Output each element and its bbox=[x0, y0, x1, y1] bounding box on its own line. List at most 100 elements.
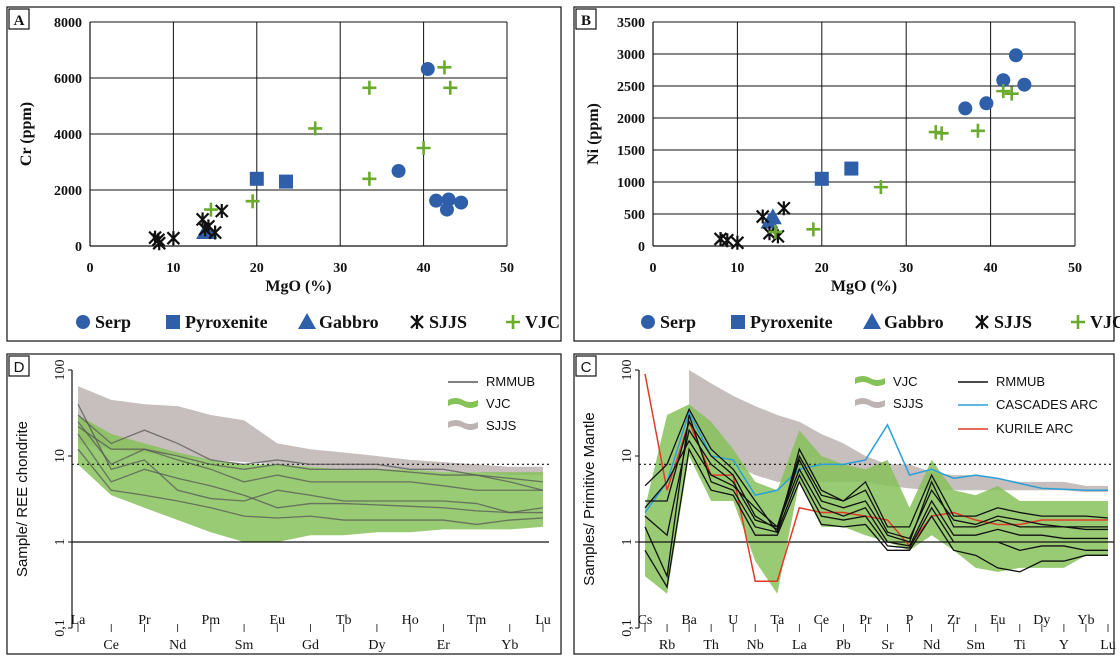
legend-marker bbox=[731, 315, 745, 329]
legend-label: VJC bbox=[893, 374, 918, 389]
x-tick-label: U bbox=[728, 613, 738, 628]
x-tick-label: Ti bbox=[1014, 638, 1026, 653]
legend-label: Gabbro bbox=[319, 312, 379, 332]
legend-marker bbox=[411, 315, 423, 329]
legend-label: KURILE ARC bbox=[996, 421, 1073, 436]
x-tick-label: 40 bbox=[417, 261, 431, 276]
series-sjjs bbox=[149, 204, 228, 250]
legend-marker bbox=[641, 315, 655, 329]
data-point bbox=[362, 81, 376, 95]
x-tick-label: Y bbox=[1059, 638, 1069, 653]
data-point bbox=[250, 172, 264, 186]
legend-swatch bbox=[855, 398, 885, 408]
x-tick-label: Pr bbox=[859, 613, 872, 628]
x-tick-label: Pr bbox=[138, 613, 151, 628]
legend-swatch bbox=[448, 420, 478, 430]
data-point bbox=[246, 194, 260, 208]
legend-label: Serp bbox=[660, 312, 696, 332]
legend-label: Serp bbox=[95, 312, 131, 332]
x-tick-label: Zr bbox=[947, 613, 961, 628]
y-axis-label: Sample/ REE chondrite bbox=[14, 421, 31, 577]
x-tick-label: 10 bbox=[166, 261, 180, 276]
data-point bbox=[731, 236, 743, 250]
x-tick-label: Sr bbox=[881, 638, 894, 653]
data-point bbox=[308, 121, 322, 135]
x-tick-label: P bbox=[906, 613, 914, 628]
data-point bbox=[216, 204, 228, 218]
legend-label: Pyroxenite bbox=[750, 312, 833, 332]
data-point bbox=[757, 210, 769, 224]
series-serp bbox=[392, 62, 469, 217]
x-tick-label: Yb bbox=[501, 638, 518, 653]
x-tick-label: Rb bbox=[659, 638, 675, 653]
y-tick-label: 1000 bbox=[617, 176, 645, 191]
legend-swatch bbox=[855, 376, 885, 386]
legend: RMMUB VJC SJJS bbox=[448, 374, 535, 433]
panel-letter: B bbox=[581, 13, 591, 29]
x-tick-label: Dy bbox=[1033, 613, 1050, 628]
x-tick-label: Nd bbox=[923, 638, 940, 653]
x-tick-label: 20 bbox=[815, 261, 829, 276]
data-point bbox=[844, 162, 858, 176]
x-tick-label: Sm bbox=[235, 638, 254, 653]
x-tick-label: 30 bbox=[333, 261, 347, 276]
legend-marker bbox=[298, 313, 316, 329]
legend-marker bbox=[976, 315, 988, 329]
legend-label: SJJS bbox=[486, 418, 517, 433]
x-tick-label: Eu bbox=[270, 613, 286, 628]
legend-marker bbox=[863, 313, 881, 329]
data-point bbox=[1009, 48, 1023, 62]
series-vjc bbox=[204, 60, 457, 216]
legend-label: SJJS bbox=[893, 396, 924, 411]
legend-marker bbox=[1071, 315, 1085, 329]
data-point bbox=[815, 172, 829, 186]
data-point bbox=[279, 175, 293, 189]
panel-letter: A bbox=[14, 13, 25, 29]
legend-label: CASCADES ARC bbox=[996, 397, 1098, 412]
data-point bbox=[979, 96, 993, 110]
data-point bbox=[440, 203, 454, 217]
x-tick-label: Ce bbox=[814, 613, 830, 628]
y-tick-label: 0 bbox=[638, 240, 645, 255]
series-serp bbox=[958, 48, 1031, 115]
spider-panel-D: D 0,1 1 10 100 Sample/ REE chondrite La Ce Pr Nd P… bbox=[7, 354, 561, 654]
legend-label: Pyroxenite bbox=[185, 312, 268, 332]
x-tick-label: Lu bbox=[1100, 638, 1116, 653]
legend-label: VJC bbox=[486, 396, 511, 411]
legend: VJCSJJSRMMUBCASCADES ARCKURILE ARC bbox=[855, 374, 1098, 436]
panel-letter: D bbox=[14, 359, 25, 376]
data-point bbox=[443, 81, 457, 95]
spider-panel-C: C 0,1 1 10 100 Samples/ Primitive Mantle Cs Rb B… bbox=[574, 354, 1116, 654]
x-tick-label: Eu bbox=[990, 613, 1006, 628]
x-tick-label: Th bbox=[703, 638, 719, 653]
y-tick-label: 1500 bbox=[617, 144, 645, 159]
x-axis-label: MgO (%) bbox=[831, 278, 897, 295]
data-point bbox=[958, 101, 972, 115]
panel-letter: C bbox=[581, 359, 592, 376]
data-point bbox=[454, 196, 468, 210]
x-tick-label: 50 bbox=[500, 261, 514, 276]
scatter-panel-A: A 0 10 20 30 40 50 0 2000 4000 6000 8000 MgO (%) Cr (… bbox=[7, 7, 561, 341]
y-tick-label: 1 bbox=[620, 539, 635, 546]
x-tick-label: 0 bbox=[650, 261, 657, 276]
y-tick-label: 6000 bbox=[54, 72, 82, 87]
y-tick-label: 2000 bbox=[617, 112, 645, 127]
y-tick-label: 2500 bbox=[617, 80, 645, 95]
x-tick-label: Cs bbox=[638, 613, 653, 628]
x-tick-label: Nd bbox=[169, 638, 186, 653]
legend-marker bbox=[166, 315, 180, 329]
y-tick-label: 0,1 bbox=[620, 619, 635, 637]
legend-marker bbox=[76, 315, 90, 329]
legend-label: VJC bbox=[1090, 312, 1120, 332]
x-tick-label: Tb bbox=[336, 613, 352, 628]
legend: Serp Pyroxenite Gabbro SJJS VJC bbox=[76, 312, 560, 332]
data-point bbox=[392, 164, 406, 178]
x-tick-label: 40 bbox=[984, 261, 998, 276]
x-tick-label: Ho bbox=[402, 613, 419, 628]
y-tick-label: 2000 bbox=[54, 184, 82, 199]
x-tick-label: Sm bbox=[966, 638, 985, 653]
data-point bbox=[167, 231, 179, 245]
x-axis-label: MgO (%) bbox=[265, 278, 331, 295]
x-tick-label: Dy bbox=[368, 638, 385, 653]
